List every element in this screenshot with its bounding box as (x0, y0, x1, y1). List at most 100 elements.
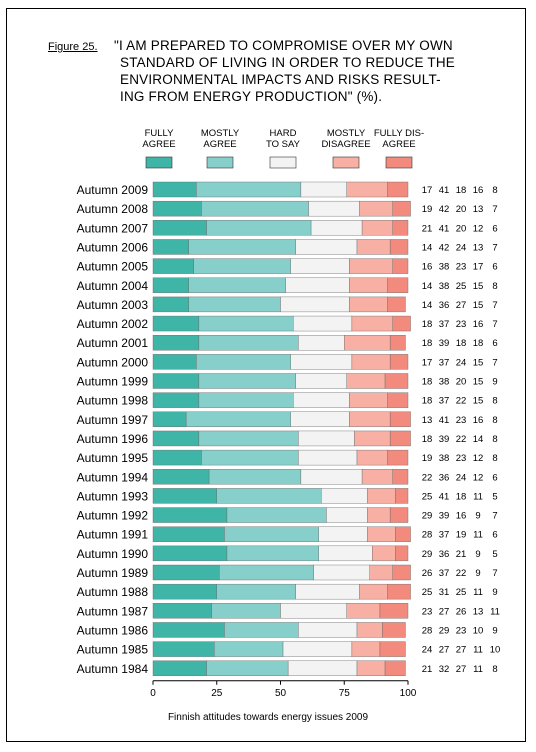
legend-label-1-0: MOSTLY (201, 128, 240, 139)
value-label-18-1: 37 (439, 530, 450, 541)
bar-segment-15-3 (361, 469, 393, 485)
bar-segment-23-0 (152, 622, 225, 638)
value-label-4-2: 23 (456, 262, 467, 273)
value-label-16-2: 18 (456, 491, 467, 502)
value-label-24-2: 27 (456, 645, 467, 656)
value-label-15-0: 22 (422, 472, 433, 483)
bar-segment-12-4 (389, 411, 411, 427)
value-label-19-3: 9 (475, 549, 480, 560)
bar-segment-16-3 (367, 488, 396, 504)
value-label-20-3: 9 (475, 568, 480, 579)
value-label-25-2: 27 (456, 664, 467, 675)
category-label-7: Autumn 2002 (77, 317, 149, 331)
value-label-20-4: 7 (492, 568, 497, 579)
legend-label-1-1: AGREE (203, 139, 236, 150)
bar-segment-13-3 (354, 430, 391, 447)
value-label-22-3: 13 (473, 606, 484, 617)
bar-segment-20-3 (369, 564, 393, 581)
bar-segment-17-3 (367, 507, 391, 523)
value-label-6-4: 7 (492, 300, 497, 311)
bar-segment-15-4 (392, 469, 409, 485)
category-label-17: Autumn 1992 (77, 509, 149, 523)
bar-segment-11-4 (387, 392, 409, 408)
value-label-15-2: 24 (456, 472, 467, 483)
legend-swatch-4 (385, 156, 413, 169)
value-label-10-1: 38 (439, 377, 450, 388)
value-label-2-1: 41 (439, 223, 450, 234)
bar-segment-22-0 (152, 603, 212, 619)
value-label-17-0: 29 (422, 511, 433, 522)
value-label-10-0: 18 (422, 377, 433, 388)
value-label-0-4: 8 (492, 185, 497, 196)
value-label-25-3: 11 (473, 664, 483, 675)
bar-segment-18-2 (318, 526, 368, 542)
bar-segment-0-0 (152, 181, 197, 198)
x-tick-label-2: 50 (275, 688, 287, 699)
bar-segment-9-4 (389, 354, 409, 370)
title-line-1: "I AM PREPARED TO COMPROMISE OVER MY OWN (114, 38, 453, 53)
bar-segment-11-0 (152, 392, 200, 408)
category-label-1: Autumn 2008 (77, 202, 149, 216)
value-label-24-3: 11 (473, 645, 483, 656)
value-label-5-2: 25 (456, 281, 467, 292)
bar-segment-16-2 (321, 488, 368, 504)
value-label-25-0: 21 (422, 664, 433, 675)
value-label-5-4: 8 (492, 281, 497, 292)
bar-segment-4-2 (290, 258, 350, 274)
value-label-24-4: 10 (490, 645, 501, 656)
bar-segment-2-3 (361, 220, 393, 236)
value-label-16-1: 41 (439, 491, 450, 502)
bar-segment-10-0 (152, 373, 200, 389)
value-label-0-1: 41 (439, 185, 450, 196)
value-label-1-2: 20 (456, 204, 467, 215)
bar-segment-19-3 (372, 545, 396, 562)
bar-segment-18-0 (152, 526, 225, 542)
bar-segment-2-1 (206, 220, 312, 236)
value-label-6-1: 36 (439, 300, 450, 311)
bar-segment-0-2 (300, 181, 347, 198)
bar-segment-0-4 (387, 181, 409, 198)
value-label-11-1: 37 (439, 396, 450, 407)
bar-segment-15-1 (208, 469, 302, 485)
bar-segment-25-3 (356, 660, 386, 676)
value-label-16-0: 25 (422, 491, 433, 502)
title-line-4: ING FROM ENERGY PRODUCTION" (%). (120, 89, 383, 104)
bar-segment-7-1 (198, 315, 294, 332)
value-label-14-4: 8 (492, 453, 497, 464)
bar-segment-6-3 (349, 296, 388, 313)
value-label-21-4: 9 (492, 587, 497, 598)
value-label-5-3: 15 (473, 281, 484, 292)
bar-segment-3-0 (152, 239, 189, 255)
bar-segment-17-4 (389, 507, 409, 523)
category-label-8: Autumn 2001 (77, 336, 149, 350)
value-label-22-2: 26 (456, 606, 467, 617)
value-label-11-0: 18 (422, 396, 433, 407)
value-label-8-2: 18 (456, 338, 467, 349)
bar-segment-6-4 (387, 296, 406, 313)
bar-segment-15-0 (152, 469, 210, 485)
value-label-12-3: 16 (473, 415, 484, 426)
value-label-1-3: 13 (473, 204, 484, 215)
category-label-25: Autumn 1984 (77, 662, 149, 676)
value-label-6-2: 27 (456, 300, 467, 311)
value-label-9-4: 7 (492, 357, 497, 368)
bar-segment-22-1 (211, 603, 281, 619)
legend-label-4-0: FULLY DIS- (374, 128, 424, 139)
value-label-16-4: 5 (492, 491, 497, 502)
bar-segment-16-0 (152, 488, 217, 504)
bar-segment-12-2 (290, 411, 350, 427)
bar-segment-3-1 (188, 239, 296, 255)
value-label-23-1: 29 (439, 625, 450, 636)
value-label-22-4: 11 (490, 606, 500, 617)
value-label-12-0: 13 (422, 415, 433, 426)
bar-segment-5-2 (285, 277, 350, 293)
value-label-1-1: 42 (439, 204, 450, 215)
bar-segment-3-4 (389, 239, 409, 255)
bar-segment-22-3 (346, 603, 381, 619)
bar-segment-7-4 (392, 315, 411, 332)
value-label-9-2: 24 (456, 357, 467, 368)
bar-segment-3-2 (295, 239, 358, 255)
value-label-15-3: 12 (473, 472, 484, 483)
value-label-25-4: 8 (492, 664, 497, 675)
